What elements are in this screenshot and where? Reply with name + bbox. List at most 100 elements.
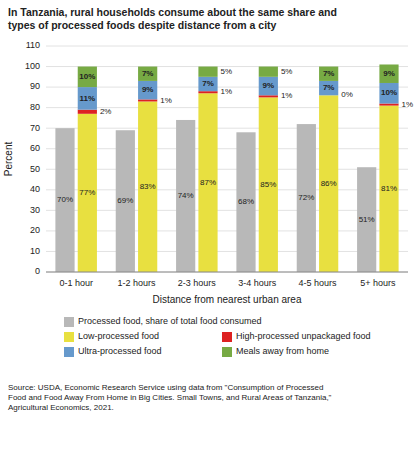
data-label: 9% — [383, 69, 395, 78]
legend-swatch — [64, 347, 74, 357]
data-label: 9% — [263, 81, 275, 90]
data-label: 86% — [321, 179, 337, 188]
y-tick-label: 100 — [25, 61, 40, 71]
bar-segment — [259, 77, 278, 95]
data-label: 10% — [381, 88, 397, 97]
data-label: 11% — [80, 94, 96, 103]
data-label: 87% — [200, 178, 216, 187]
grid-line — [46, 251, 408, 252]
x-tick-label: 1-2 hours — [117, 278, 156, 288]
bar-segment — [379, 104, 398, 106]
x-tick-label: 4-5 hours — [298, 278, 337, 288]
bar-segment — [259, 95, 278, 97]
data-label: 7% — [202, 79, 214, 88]
bar-segment — [78, 110, 97, 114]
data-label: 1% — [281, 91, 293, 100]
y-tick-label: 110 — [26, 40, 40, 50]
y-tick-label: 50 — [30, 164, 40, 174]
data-label: 83% — [140, 182, 156, 191]
data-label: 10% — [79, 72, 95, 81]
bar-segment — [357, 167, 376, 272]
data-label: 81% — [381, 184, 397, 193]
bar-segment — [379, 83, 398, 104]
bar-segment — [198, 77, 217, 91]
y-tick-label: 0 — [35, 266, 40, 276]
data-label: 1% — [221, 87, 233, 96]
y-tick-label: 30 — [30, 205, 40, 215]
grid-line — [46, 210, 408, 211]
page: {"chart_data": { "type": "bar", "title":… — [0, 0, 418, 450]
data-label: 7% — [323, 69, 335, 78]
data-label: 7% — [323, 83, 335, 92]
x-tick-label: 0-1 hour — [59, 278, 93, 288]
x-axis-line — [46, 272, 408, 273]
bar-segment — [236, 132, 255, 272]
annotation-line: Food and Food Away From Home in Big Citi… — [8, 393, 332, 402]
data-label: 51% — [359, 215, 375, 224]
annotation: Source: USDA, Economic Research Service … — [8, 383, 332, 412]
data-label: 74% — [178, 191, 194, 200]
data-label: 5% — [221, 67, 233, 76]
data-label: 77% — [79, 188, 95, 197]
data-label: 9% — [142, 85, 154, 94]
chart: In Tanzania, rural households consume ab… — [0, 0, 418, 450]
title: In Tanzania, rural households consume ab… — [8, 6, 337, 31]
data-label: 7% — [142, 69, 154, 78]
bar-segment — [55, 128, 74, 272]
y-tick-label: 20 — [30, 225, 40, 235]
bar-segment — [138, 67, 157, 81]
data-label: 5% — [281, 67, 293, 76]
grid-line — [46, 148, 408, 149]
data-label: 1% — [160, 96, 172, 105]
x-tick-label: 2-3 hours — [178, 278, 217, 288]
title-line: In Tanzania, rural households consume ab… — [8, 6, 337, 18]
data-label: 0% — [341, 90, 353, 99]
bar-segment — [379, 64, 398, 82]
bar-segment — [116, 130, 135, 272]
title-line: types of processed foods despite distanc… — [8, 19, 277, 31]
grid-line — [46, 272, 408, 273]
bar-segment — [198, 91, 217, 93]
bar-segment — [259, 67, 278, 77]
y-tick-label: 70 — [30, 123, 40, 133]
grid-line — [46, 189, 408, 190]
legend-swatch — [64, 332, 74, 342]
y-tick-label: 90 — [30, 81, 40, 91]
bar-segment — [138, 81, 157, 99]
data-label: 69% — [117, 196, 133, 205]
bar-segment — [78, 114, 97, 272]
grid-line — [46, 230, 408, 231]
x-axis-label: Distance from nearest urban area — [153, 294, 302, 305]
y-tick-label: 10 — [30, 246, 40, 256]
bar-segment — [78, 87, 97, 110]
legend-label: Low-processed food — [78, 331, 159, 341]
bar-segment — [319, 95, 338, 272]
legend-label: Ultra-processed food — [78, 346, 162, 356]
legend-label: Meals away from home — [236, 346, 329, 356]
grid-line — [46, 46, 408, 47]
grid-line — [46, 128, 408, 129]
x-tick-label: 5+ hours — [360, 278, 396, 288]
bar-segment — [198, 93, 217, 272]
data-label: 68% — [238, 197, 254, 206]
bar-segment — [198, 67, 217, 77]
y-tick-label: 80 — [30, 102, 40, 112]
grid — [46, 46, 408, 272]
data-label: 70% — [57, 195, 73, 204]
legend-swatch — [222, 332, 232, 342]
bar-segment — [319, 67, 338, 81]
bar-segment — [138, 99, 157, 101]
annotation-line: Agricultural Economics, 2021. — [8, 403, 114, 412]
data-label: 1% — [402, 100, 414, 109]
y-axis-label: Percent — [3, 142, 14, 177]
bar-segment — [176, 120, 195, 272]
legend-swatch — [222, 347, 232, 357]
legend: Processed food, share of total food cons… — [64, 316, 371, 357]
y-tick-label: 40 — [30, 184, 40, 194]
bar-segment — [259, 97, 278, 272]
data-label: 2% — [100, 107, 112, 116]
annotation-line: Source: USDA, Economic Research Service … — [8, 383, 323, 392]
data-label: 72% — [298, 193, 314, 202]
legend-label: Processed food, share of total food cons… — [78, 316, 262, 326]
y-tick-label: 60 — [30, 143, 40, 153]
